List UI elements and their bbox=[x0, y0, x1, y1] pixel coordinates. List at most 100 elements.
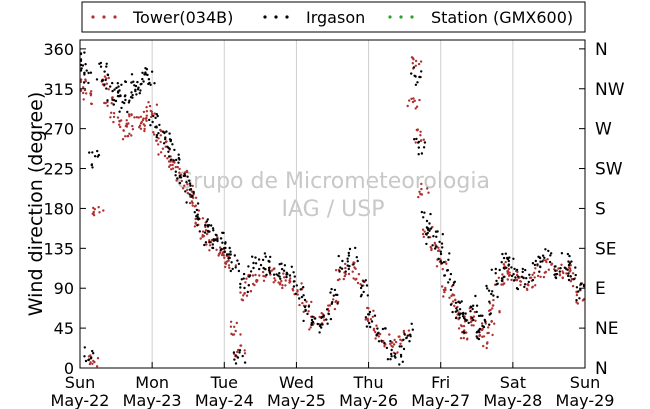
y-tick-label: 360 bbox=[43, 40, 74, 59]
data-point bbox=[419, 139, 423, 143]
data-point bbox=[227, 264, 231, 267]
data-point bbox=[401, 360, 404, 363]
data-point bbox=[135, 116, 138, 119]
data-point bbox=[560, 252, 564, 255]
right-tick-label: SE bbox=[595, 239, 617, 259]
data-point bbox=[392, 343, 396, 346]
data-point bbox=[445, 269, 449, 272]
data-point bbox=[109, 116, 112, 119]
data-point bbox=[155, 135, 158, 139]
data-point bbox=[145, 114, 148, 117]
data-point bbox=[480, 322, 484, 325]
data-point bbox=[228, 266, 231, 270]
watermark-line-1: Grupo de Micrometeorologia bbox=[176, 169, 490, 194]
data-point bbox=[423, 211, 426, 214]
data-point bbox=[488, 323, 491, 326]
data-point bbox=[119, 125, 122, 129]
data-point bbox=[236, 350, 239, 354]
data-point bbox=[272, 273, 276, 276]
data-point bbox=[561, 276, 564, 280]
data-point bbox=[390, 341, 394, 344]
data-point bbox=[186, 188, 189, 192]
data-point bbox=[523, 285, 526, 289]
data-point bbox=[242, 272, 246, 276]
data-point bbox=[451, 310, 454, 314]
data-point bbox=[191, 184, 194, 188]
data-point bbox=[420, 210, 424, 214]
data-point bbox=[285, 275, 288, 279]
series-1 bbox=[79, 51, 586, 366]
data-point bbox=[309, 326, 312, 329]
data-point bbox=[197, 209, 200, 212]
data-point bbox=[162, 142, 166, 145]
data-point bbox=[531, 278, 535, 282]
data-point bbox=[498, 311, 501, 314]
data-point bbox=[507, 267, 511, 271]
data-point bbox=[516, 270, 519, 274]
data-point bbox=[248, 274, 252, 277]
data-point bbox=[263, 252, 267, 255]
data-point bbox=[569, 264, 572, 267]
data-point bbox=[355, 256, 358, 259]
data-point bbox=[356, 259, 359, 263]
data-point bbox=[139, 115, 143, 119]
data-point bbox=[302, 310, 305, 313]
data-point bbox=[175, 158, 178, 162]
data-point bbox=[421, 232, 425, 236]
data-point bbox=[417, 62, 421, 66]
data-point bbox=[314, 317, 317, 320]
data-point bbox=[240, 278, 243, 281]
data-point bbox=[419, 130, 422, 133]
data-point bbox=[83, 355, 86, 358]
data-point bbox=[157, 137, 160, 140]
data-point bbox=[124, 135, 127, 138]
data-point bbox=[261, 258, 265, 262]
data-point bbox=[472, 318, 475, 322]
data-point bbox=[143, 73, 146, 76]
data-point bbox=[506, 272, 509, 275]
data-point bbox=[237, 262, 241, 266]
data-point bbox=[124, 94, 127, 97]
data-point bbox=[408, 99, 411, 102]
data-point bbox=[138, 126, 141, 129]
data-point bbox=[347, 267, 350, 271]
data-point bbox=[183, 184, 186, 187]
data-point bbox=[339, 266, 342, 269]
data-point bbox=[99, 65, 103, 68]
data-point bbox=[131, 96, 134, 99]
data-point bbox=[177, 153, 180, 156]
data-point bbox=[338, 270, 341, 273]
data-point bbox=[278, 275, 281, 278]
data-point bbox=[141, 71, 144, 75]
data-point bbox=[371, 315, 374, 318]
data-point bbox=[90, 90, 93, 93]
data-point bbox=[381, 327, 385, 331]
data-point bbox=[203, 231, 207, 234]
data-point bbox=[457, 327, 461, 330]
data-point bbox=[109, 85, 112, 88]
data-point bbox=[445, 262, 448, 265]
data-point bbox=[433, 241, 436, 245]
data-point bbox=[321, 323, 324, 326]
data-point bbox=[340, 267, 344, 270]
data-point bbox=[224, 261, 227, 264]
data-point bbox=[220, 248, 223, 251]
data-point bbox=[134, 89, 137, 93]
data-point bbox=[139, 83, 142, 86]
data-point bbox=[348, 247, 352, 251]
data-point bbox=[247, 265, 250, 268]
y-tick-label: 225 bbox=[43, 160, 74, 179]
data-point bbox=[382, 339, 385, 343]
data-point bbox=[268, 270, 271, 273]
data-point bbox=[280, 262, 283, 265]
data-point bbox=[460, 325, 463, 328]
data-point bbox=[482, 335, 486, 338]
legend-label-irgason: Irgason bbox=[306, 8, 365, 27]
data-point bbox=[298, 303, 301, 307]
data-point bbox=[249, 270, 253, 273]
data-point bbox=[173, 161, 176, 164]
data-point bbox=[234, 266, 237, 269]
data-point bbox=[145, 73, 148, 76]
data-point bbox=[194, 222, 197, 225]
data-point bbox=[477, 314, 481, 318]
